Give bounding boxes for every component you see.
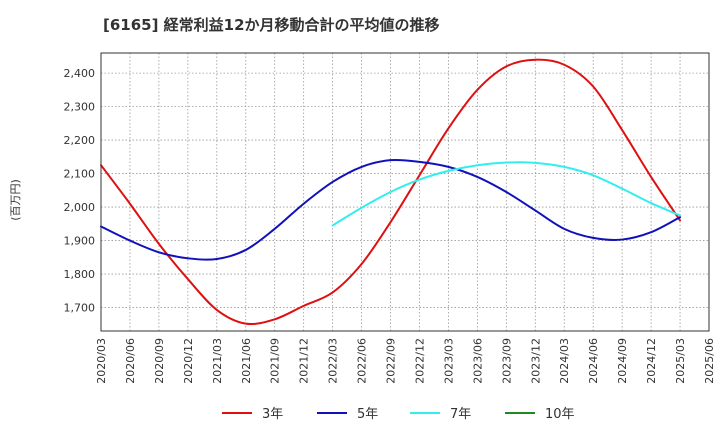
series-lines: [100, 58, 682, 326]
gridlines: [100, 53, 710, 331]
x-tick-label: 2022/06: [356, 338, 369, 384]
x-tick-label: 2022/12: [413, 338, 426, 384]
legend-label-7年: 7年: [450, 407, 471, 422]
series-line-3年: [100, 58, 682, 326]
x-tick-label: 2020/12: [182, 338, 195, 384]
y-tick-label: 1,700: [64, 302, 96, 315]
x-tick-label: 2021/06: [240, 338, 253, 384]
x-axis-ticks: 2020/03 2020/06 2020/09 2020/12 2021/03 2021/…: [95, 338, 716, 384]
x-tick-label: 2020/06: [124, 338, 137, 384]
legend-label-5年: 5年: [357, 407, 378, 422]
y-axis-ticks: 1,700 1,800 1,900 2,000 2,100 2,200 2,300 2,400: [64, 67, 96, 314]
x-tick-label: 2024/09: [616, 338, 629, 384]
y-tick-label: 2,000: [64, 201, 96, 214]
y-tick-label: 2,300: [64, 101, 96, 114]
x-tick-label: 2022/09: [385, 338, 398, 384]
x-tick-label: 2024/03: [558, 338, 571, 384]
x-tick-label: 2021/03: [211, 338, 224, 384]
legend-label-3年: 3年: [262, 407, 283, 422]
x-tick-label: 2024/06: [587, 338, 600, 384]
x-tick-label: 2020/03: [95, 338, 108, 384]
x-tick-label: 2021/12: [298, 338, 311, 384]
x-tick-label: 2023/03: [442, 338, 455, 384]
y-axis-label: (百万円): [9, 179, 22, 221]
y-tick-label: 2,200: [64, 134, 96, 147]
series-line-5年: [100, 158, 682, 261]
y-tick-label: 2,100: [64, 168, 96, 181]
y-tick-label: 1,900: [64, 235, 96, 248]
x-tick-label: 2022/03: [327, 338, 340, 384]
plot-area: [101, 53, 709, 331]
x-tick-label: 2023/09: [500, 338, 513, 384]
x-tick-label: 2023/06: [471, 338, 484, 384]
plot-frame: [100, 52, 710, 332]
legend: 3年 5年 7年 10年: [222, 407, 575, 422]
y-tick-label: 2,400: [64, 67, 96, 80]
x-tick-label: 2020/09: [153, 338, 166, 384]
x-tick-label: 2025/06: [703, 338, 716, 384]
legend-label-10年: 10年: [545, 407, 575, 422]
x-tick-label: 2024/12: [645, 338, 658, 384]
series-line-7年: [331, 161, 682, 227]
x-tick-label: 2025/03: [674, 338, 687, 384]
chart-title: [6165] 経常利益12か月移動合計の平均値の推移: [103, 16, 440, 34]
y-tick-label: 1,800: [64, 268, 96, 281]
x-tick-label: 2023/12: [529, 338, 542, 384]
x-tick-label: 2021/09: [269, 338, 282, 384]
